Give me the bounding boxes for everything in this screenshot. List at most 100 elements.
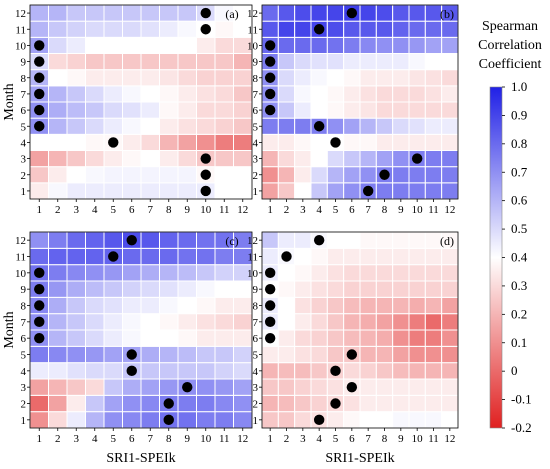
heatmap-cell [343, 20, 361, 38]
y-tick-label: 3 [253, 382, 259, 394]
heatmap-cell [103, 53, 123, 71]
heatmap-cell [392, 166, 410, 184]
heatmap-cell [343, 150, 361, 168]
heatmap-cell [408, 182, 426, 200]
heatmap-cell [196, 101, 216, 119]
heatmap-cell [392, 182, 410, 200]
heatmap-cell [375, 4, 394, 22]
x-tick-label: 7 [148, 433, 154, 445]
heatmap-cell [441, 362, 459, 380]
heatmap-cell [214, 411, 234, 429]
heatmap-cell [424, 345, 443, 364]
y-tick-label: 5 [253, 350, 259, 362]
y-tick-label: 6 [21, 333, 27, 345]
heatmap-cell [375, 69, 394, 87]
heatmap-cell [326, 166, 345, 184]
heatmap-cell [29, 247, 49, 266]
heatmap-cell [233, 411, 253, 429]
x-tick-label: 6 [129, 204, 135, 216]
heatmap-cell [343, 280, 361, 298]
heatmap-cell [375, 313, 394, 331]
heatmap-cell [29, 133, 49, 151]
heatmap-cell [66, 166, 86, 184]
x-tick-label: 9 [398, 204, 404, 216]
heatmap-cell [103, 362, 123, 380]
panel-letter: (a) [225, 7, 238, 21]
heatmap-cell [214, 166, 234, 184]
heatmap-cell [408, 231, 426, 249]
heatmap-cell [359, 69, 377, 87]
heatmap-cell [29, 166, 49, 184]
x-tick-label: 1 [37, 433, 43, 445]
y-axis-label: Month [2, 83, 17, 120]
colorbar-tick-label: 0.1 [511, 335, 527, 350]
heatmap-cell [196, 394, 216, 413]
heatmap-cell [424, 313, 443, 331]
heatmap-cell [392, 247, 410, 266]
heatmap-cell [277, 345, 296, 364]
heatmap-cell [196, 117, 216, 135]
heatmap-cell [408, 85, 426, 103]
heatmap-cell [85, 117, 105, 135]
heatmap-cell [122, 329, 142, 347]
heatmap-cell [122, 313, 142, 331]
heatmap-cell [310, 296, 328, 315]
heatmap-cell [177, 85, 197, 103]
heatmap-cell [424, 411, 443, 429]
heatmap-cell [48, 4, 68, 22]
heatmap-cell [326, 296, 345, 315]
x-tick-label: 2 [55, 204, 61, 216]
heatmap-cell [85, 231, 105, 249]
heatmap-cell [233, 53, 253, 71]
heatmap-cell [214, 345, 234, 364]
heatmap-cell [359, 329, 377, 347]
heatmap-cell [277, 264, 296, 282]
heatmap-cell [103, 329, 123, 347]
heatmap-cell [359, 36, 377, 54]
y-tick-label: 10 [15, 268, 27, 280]
heatmap-cell [408, 411, 426, 429]
heatmap-cell [441, 69, 459, 87]
heatmap-cell [261, 182, 279, 200]
max-correlation-marker [34, 283, 45, 295]
heatmap-cell [294, 345, 312, 364]
heatmap-cell [294, 4, 312, 22]
max-correlation-marker [182, 381, 193, 393]
heatmap-cell [177, 411, 197, 429]
heatmap-cell [261, 231, 279, 249]
max-correlation-marker [200, 153, 211, 164]
max-correlation-marker [34, 72, 45, 83]
heatmap-cell [103, 394, 123, 413]
heatmap-cell [277, 280, 296, 298]
max-correlation-marker [379, 169, 390, 180]
x-tick-label: 5 [333, 204, 339, 216]
heatmap-cell [214, 85, 234, 103]
heatmap-cell [424, 133, 443, 151]
heatmap-cell [85, 296, 105, 315]
heatmap-cell [424, 85, 443, 103]
x-tick-label: 7 [365, 204, 371, 216]
panel-letter: (b) [440, 7, 454, 21]
heatmap-cell [48, 280, 68, 298]
y-tick-label: 12 [247, 235, 258, 247]
heatmap-cell [177, 69, 197, 87]
heatmap-cell [48, 362, 68, 380]
colorbar-tick-label: 0.2 [511, 306, 527, 321]
y-tick-label: 1 [21, 415, 27, 427]
heatmap-cell [29, 182, 49, 200]
heatmap-cell [310, 53, 328, 71]
heatmap-cell [48, 394, 68, 413]
heatmap-cell [277, 117, 296, 135]
heatmap-cell [310, 362, 328, 380]
heatmap-cell [196, 247, 216, 266]
heatmap-cell [359, 150, 377, 168]
heatmap-cell [408, 4, 426, 22]
heatmap-cell [408, 117, 426, 135]
heatmap-cell [140, 411, 160, 429]
heatmap-cell [392, 69, 410, 87]
heatmap-cell [122, 296, 142, 315]
heatmap-cell [277, 20, 296, 38]
heatmap-cell [177, 296, 197, 315]
y-tick-label: 11 [247, 24, 258, 36]
